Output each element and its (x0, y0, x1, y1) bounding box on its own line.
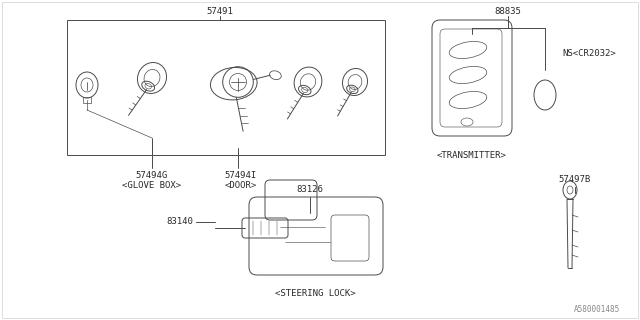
Text: A580001485: A580001485 (573, 306, 620, 315)
Text: <TRANSMITTER>: <TRANSMITTER> (437, 150, 507, 159)
Text: <STEERING LOCK>: <STEERING LOCK> (275, 289, 355, 298)
Text: 57497B: 57497B (559, 175, 591, 185)
Text: 83140: 83140 (166, 218, 193, 227)
Text: 83126: 83126 (296, 186, 323, 195)
Text: <DOOR>: <DOOR> (225, 180, 257, 189)
Text: 57494I: 57494I (225, 171, 257, 180)
Bar (67, 20, 385, 155)
Bar (83, 97, 91, 103)
Text: 57494G: 57494G (136, 171, 168, 180)
Text: NS<CR2032>: NS<CR2032> (562, 49, 616, 58)
Text: 88835: 88835 (495, 7, 522, 17)
Text: 57491: 57491 (207, 7, 234, 17)
Text: <GLOVE BOX>: <GLOVE BOX> (122, 180, 182, 189)
